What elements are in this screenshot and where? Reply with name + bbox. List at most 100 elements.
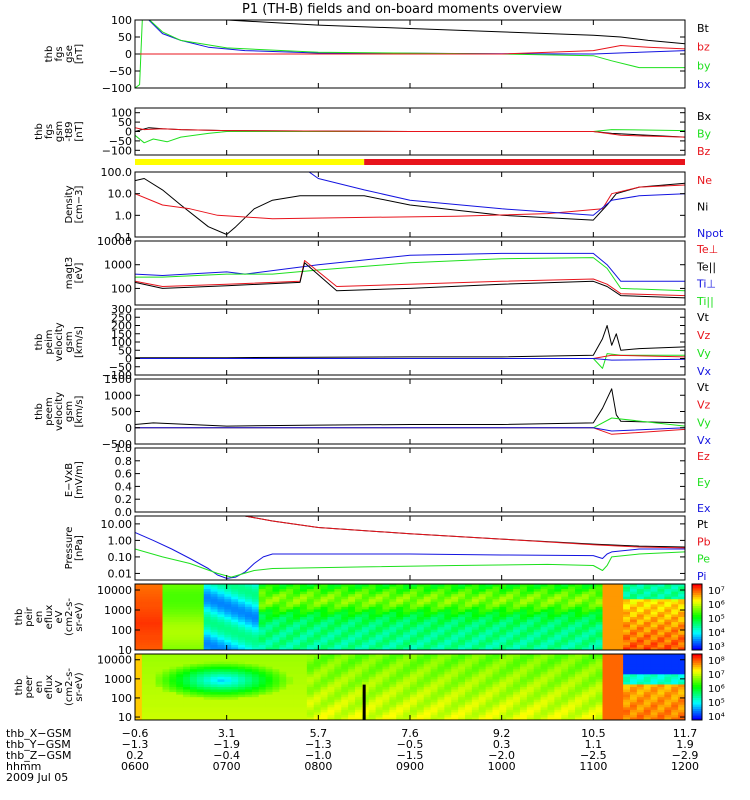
spectrogram-cell (348, 702, 356, 706)
spectrogram-cell (636, 644, 645, 649)
spectrogram-cell (465, 609, 473, 613)
spectrogram-cell (671, 709, 679, 713)
spectrogram-cell (471, 586, 480, 590)
spectrogram-cell (258, 599, 267, 603)
spectrogram-cell (616, 712, 624, 716)
spectrogram-cell (547, 619, 555, 623)
spectrogram-cell (533, 601, 542, 605)
spectrogram-cell (554, 717, 562, 720)
spectrogram-cell (437, 689, 445, 693)
spectrogram-cell (630, 694, 638, 698)
spectrogram-cell (499, 647, 507, 650)
spectrogram-cell (341, 717, 349, 720)
spectrogram-cell (389, 709, 397, 713)
spectrogram-cell (630, 717, 638, 720)
spectrogram-cell (334, 586, 342, 590)
spectrogram-cell (465, 659, 473, 663)
spectrogram-cell (616, 611, 624, 616)
spectrogram-cell (423, 709, 432, 713)
spectrogram-cell (245, 594, 253, 598)
spectrogram-cell (320, 669, 329, 673)
spectrogram-cell (657, 614, 665, 618)
spectrogram-cell (334, 656, 342, 660)
spectrogram-cell (279, 669, 287, 673)
y-axis-label: thb (34, 334, 45, 351)
spectrogram-cell (410, 614, 418, 618)
spectrogram-cell (630, 702, 638, 706)
spectrogram-cell (630, 661, 638, 665)
spectrogram-cell (313, 656, 322, 660)
spectrogram-cell (348, 671, 356, 675)
spectrogram-cell (300, 627, 308, 631)
spectrogram-cell (650, 712, 659, 716)
spectrogram-cell (581, 609, 590, 613)
spectrogram-cell (630, 594, 638, 598)
spectrogram-cell (251, 637, 260, 641)
spectrogram-cell (320, 709, 329, 713)
spectrogram-cell (327, 642, 335, 646)
spectrogram-cell (300, 606, 308, 610)
spectrogram-cell (245, 654, 253, 658)
spectrogram-cell (513, 714, 521, 719)
spectrogram-cell (293, 624, 301, 628)
spectrogram-cell (643, 702, 652, 706)
spectrogram-cell (155, 624, 164, 628)
spectrogram-cell (623, 644, 631, 649)
spectrogram-cell (320, 624, 329, 628)
spectrogram-cell (327, 697, 335, 701)
spectrogram-cell (410, 697, 418, 701)
spectrogram-cell (609, 637, 617, 641)
spectrogram-cell (265, 699, 274, 703)
spectrogram-cell (513, 664, 521, 668)
spectrogram-cell (341, 656, 349, 660)
spectrogram-cell (190, 617, 198, 621)
spectrogram-cell (348, 709, 356, 713)
spectrogram-cell (430, 594, 439, 598)
spectrogram-cell (341, 661, 349, 665)
spectrogram-cell (526, 656, 535, 660)
spectrogram-cell (643, 611, 652, 616)
spectrogram-cell (533, 717, 542, 720)
spectrogram-cell (506, 609, 514, 613)
spectrogram-cell (465, 647, 473, 650)
spectrogram-cell (623, 647, 631, 650)
spectrogram-cell (423, 692, 432, 696)
spectrogram-cell (306, 637, 315, 641)
spectrogram-cell (430, 606, 439, 610)
spectrogram-cell (561, 679, 569, 683)
spectrogram-cell (437, 609, 445, 613)
spectrogram-cell (575, 604, 583, 608)
spectrogram-cell (499, 604, 507, 608)
spectrogram-cell (300, 634, 308, 638)
spectrogram-cell (382, 586, 390, 590)
spectrogram-cell (403, 676, 411, 680)
spectrogram-cell (224, 656, 232, 660)
spectrogram-cell (416, 606, 425, 610)
spectrogram-cell (251, 671, 260, 675)
spectrogram-cell (520, 619, 528, 623)
spectrogram-cell (478, 617, 487, 621)
spectrogram-cell (334, 669, 342, 673)
spectrogram-cell (217, 617, 225, 621)
spectrogram-cell (643, 617, 652, 621)
spectrogram-cell (251, 702, 260, 706)
spectrogram-cell (141, 609, 150, 613)
spectrogram-cell (616, 596, 624, 600)
spectrogram-cell (217, 601, 225, 605)
spectrogram-cell (258, 624, 267, 628)
spectrogram-cell (327, 596, 335, 600)
spectrogram-cell (499, 714, 507, 719)
spectrogram-cell (382, 639, 390, 643)
spectrogram-cell (602, 697, 610, 701)
spectrogram-cell (540, 697, 549, 701)
spectrogram-cell (320, 656, 329, 660)
spectrogram-cell (478, 619, 487, 623)
spectrogram-cell (196, 606, 205, 610)
spectrogram-cell (368, 689, 377, 693)
spectrogram-cell (506, 697, 514, 701)
spectrogram-cell (657, 674, 665, 678)
spectrogram-cell (657, 699, 665, 703)
spectrogram-cell (623, 596, 631, 600)
spectrogram-cell (148, 596, 157, 600)
